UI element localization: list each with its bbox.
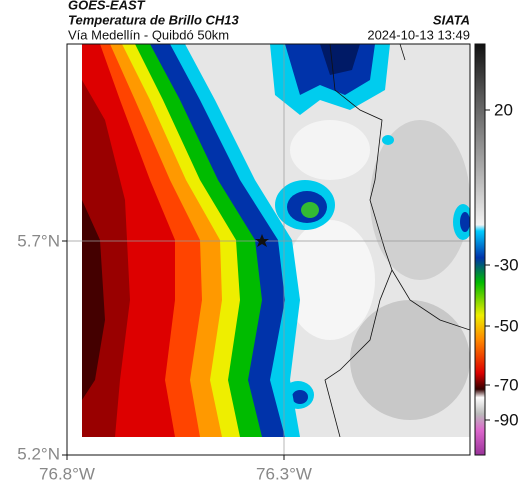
colorbar (474, 43, 486, 456)
map-frame (66, 43, 471, 456)
lon-label: 76.3°W (256, 464, 312, 483)
colorbar-label: -50 (494, 316, 519, 335)
colorbar-label: -30 (494, 255, 519, 274)
lat-label: 5.7°N (17, 231, 60, 250)
lon-label: 76.8°W (39, 464, 95, 483)
colorbar-label: -70 (494, 375, 519, 394)
agency: SIATA (433, 12, 470, 27)
route: Vía Medellín - Quibdó 50km (68, 27, 229, 42)
timestamp: 2024-10-13 13:49 (367, 27, 470, 42)
colorbar-label: -90 (494, 410, 519, 429)
product: Temperatura de Brillo CH13 (68, 12, 240, 27)
satellite-image (82, 44, 470, 437)
lat-label: 5.2°N (17, 444, 60, 463)
source: GOES-EAST (68, 0, 146, 12)
colorbar-label: 20 (494, 100, 513, 119)
colorbar-ticks (485, 109, 490, 421)
location-marker (255, 234, 269, 247)
